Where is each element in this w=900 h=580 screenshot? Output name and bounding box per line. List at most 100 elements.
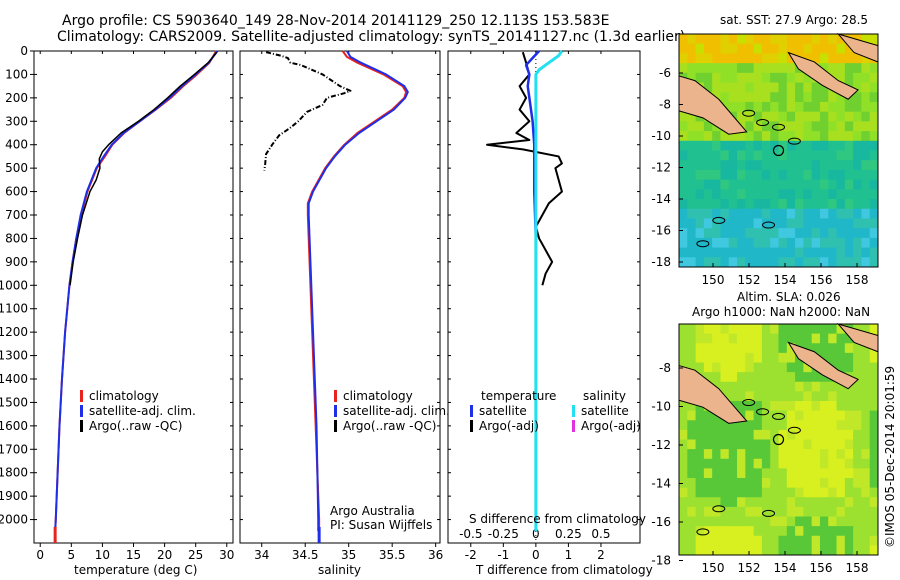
map-cell (761, 247, 771, 258)
map-cell (853, 189, 862, 200)
map-cell (679, 131, 688, 142)
map-cell (753, 372, 763, 383)
map-cell (720, 63, 730, 74)
map-cell (703, 179, 713, 190)
map-cell (695, 526, 705, 537)
map-cell (778, 468, 788, 479)
map-cell (844, 101, 854, 113)
map-cell (819, 410, 829, 421)
map-cell (687, 535, 697, 546)
map-cell (795, 257, 804, 268)
map-cell (869, 140, 879, 151)
map-cell (836, 516, 846, 527)
map-cell (803, 121, 813, 132)
map-cell (770, 72, 779, 84)
map-cell (869, 160, 879, 171)
map-cell (853, 160, 862, 171)
map-cell (836, 53, 846, 64)
map-cell (753, 72, 763, 84)
map-cell (869, 449, 879, 460)
map-cell (728, 545, 738, 556)
map-cell (737, 150, 746, 161)
map-cell (836, 343, 846, 354)
map-cell (703, 535, 713, 546)
map-cell (819, 516, 829, 527)
map-cell (703, 208, 713, 219)
map-cell (745, 420, 755, 431)
map-cell (778, 208, 788, 219)
map-cell (869, 237, 879, 249)
map-cell (703, 372, 713, 383)
map-cell (753, 545, 763, 556)
map-cell (712, 535, 721, 546)
map-bottom-y-label: -18 (651, 554, 671, 568)
map-cell (786, 439, 796, 450)
map-cell (712, 468, 721, 479)
map-cell (728, 391, 738, 402)
map-cell (761, 478, 771, 489)
map-cell (795, 487, 804, 498)
map-cell (869, 372, 879, 383)
title-line-1: Argo profile: CS 5903640_149 28-Nov-2014… (62, 13, 610, 29)
map-cell (695, 140, 705, 151)
map-cell (869, 420, 879, 431)
map-cell (811, 53, 821, 64)
map-cell (720, 34, 730, 45)
map-cell (720, 478, 730, 489)
map-cell (770, 545, 779, 556)
map-cell (803, 468, 813, 479)
map-cell (778, 140, 788, 151)
map-cell (795, 506, 804, 517)
diff-s-tick-label: 0.5 (591, 527, 610, 541)
map-cell (679, 53, 688, 64)
map-cell (703, 420, 713, 431)
map-cell (828, 333, 838, 344)
map-cell (745, 218, 755, 229)
map-cell (811, 526, 821, 537)
map-cell (745, 333, 755, 344)
map-cell (745, 34, 755, 45)
map-cell (753, 111, 763, 122)
map-cell (828, 228, 838, 239)
map-cell (795, 228, 804, 239)
map-cell (853, 343, 862, 354)
y-tick-label: 1100 (0, 302, 28, 316)
map-cell (761, 362, 771, 373)
map-cell (761, 449, 771, 460)
map-cell (811, 468, 821, 479)
panel-frame-0 (33, 50, 234, 544)
map-cell (679, 179, 688, 190)
map-cell (819, 372, 829, 383)
map-cell (844, 352, 854, 363)
map-cell (844, 487, 854, 498)
map-cell (761, 333, 771, 344)
map-cell (836, 34, 846, 45)
map-cell (679, 458, 688, 469)
map-cell (687, 169, 697, 181)
map-cell (761, 381, 771, 392)
map-cell (728, 218, 738, 229)
map-cell (712, 82, 721, 93)
map-cell (687, 545, 697, 556)
map-cell (803, 391, 813, 402)
map-cell (728, 526, 738, 537)
map-cell (844, 439, 854, 450)
map-cell (720, 516, 730, 527)
map-cell (712, 140, 721, 151)
map-cell (778, 82, 788, 93)
map-cell (853, 247, 862, 258)
map-cell (703, 131, 713, 142)
map-cell (819, 82, 829, 93)
diff-legend-sal-sat: satellite (572, 405, 629, 418)
map-cell (778, 121, 788, 132)
map-cell (869, 526, 879, 537)
map-cell (712, 449, 721, 460)
diff-legend-temp-sat: satellite (470, 405, 527, 418)
map-cell (869, 63, 879, 74)
map-cell (761, 53, 771, 64)
map-cell (786, 72, 796, 84)
map-cell (687, 189, 697, 200)
map-cell (803, 218, 813, 229)
map-cell (853, 199, 862, 210)
map-cell (836, 111, 846, 122)
